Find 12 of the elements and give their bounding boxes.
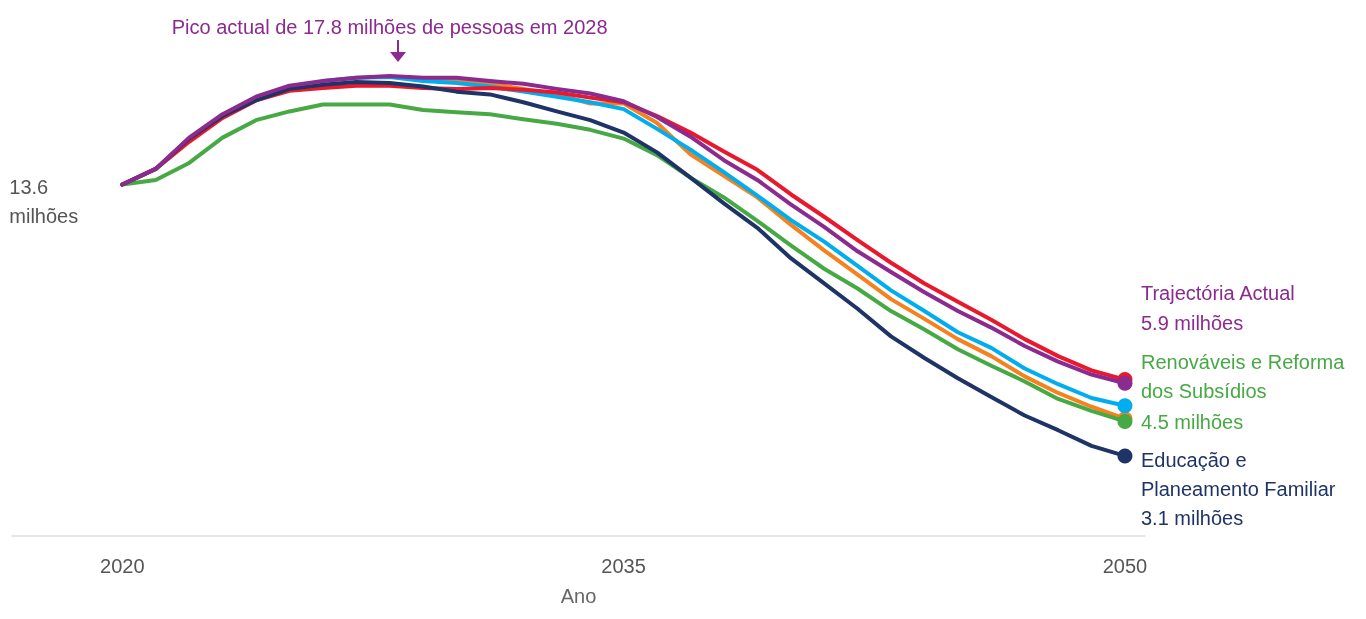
series-label: Educação e Planeamento Familiar: [1140, 449, 1336, 501]
annotation: 3.1 milhões: [1140, 507, 1244, 530]
annotation: 5.9 milhões: [1140, 311, 1244, 334]
x-tick-label: 2035: [601, 555, 646, 577]
series-label: Renováveis e Reforma dos Subsídios: [1140, 350, 1350, 402]
x-tick-label: 2050: [1102, 555, 1148, 577]
x-tick-label: 2020: [100, 555, 145, 577]
text: Trajectória Actual: [1140, 281, 1295, 304]
x-axis-title: Ano: [560, 585, 597, 607]
annotation: Pico actual de 17.8 milhões de pessoas em 2028: [171, 15, 608, 38]
annotation: 13.6 milhões: [9, 176, 79, 228]
annotation: 4.5 milhões: [1140, 410, 1244, 433]
